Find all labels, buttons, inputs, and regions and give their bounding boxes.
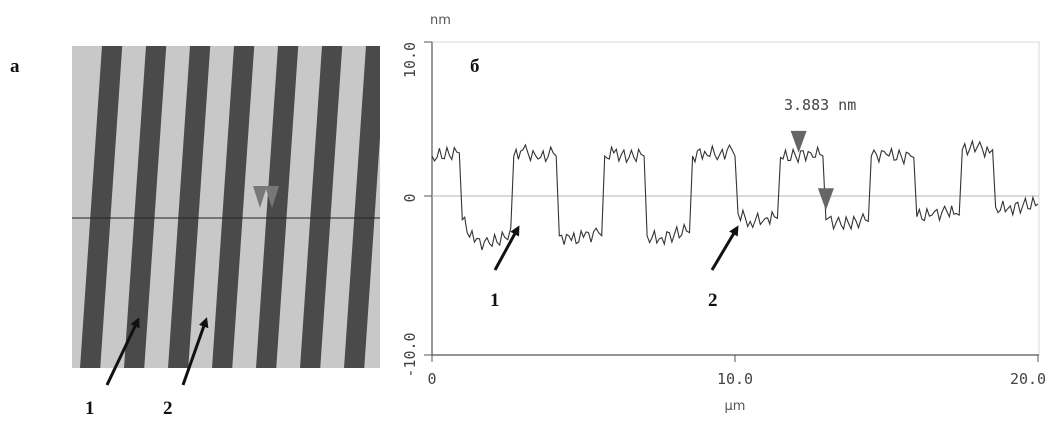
afm-dark-stripe [124, 46, 167, 368]
y-axis-unit: nm [430, 13, 451, 28]
profile-arrow-2-label: 2 [708, 290, 718, 311]
x-tick-label-0: 0 [427, 370, 436, 388]
afm-arrow-2-label: 2 [163, 398, 173, 419]
y-tick-label-10: 10.0 [401, 42, 419, 78]
afm-image [72, 46, 387, 368]
afm-dark-stripe [344, 46, 387, 368]
x-tick-label-10: 10.0 [717, 370, 753, 388]
afm-arrow-2 [181, 317, 209, 386]
x-axis-unit: µm [725, 399, 746, 414]
profile-cursor-marker-1 [790, 130, 807, 153]
afm-arrow-1 [105, 317, 140, 386]
afm-stripes [72, 46, 387, 368]
x-tick-label-20: 20.0 [1010, 370, 1046, 388]
panel-a-label: а [10, 56, 20, 77]
plot-frame [431, 41, 1040, 356]
profile-arrow-1-label: 1 [490, 290, 500, 311]
afm-arrow-1-label: 1 [85, 398, 95, 419]
afm-dark-stripe [80, 46, 123, 368]
afm-dark-stripe [256, 46, 299, 368]
profile-arrow-1 [493, 225, 520, 271]
panel-b-label: б [470, 56, 480, 77]
afm-dark-stripe [212, 46, 255, 368]
height-profile-line [431, 139, 1039, 251]
afm-dark-stripe [168, 46, 211, 368]
y-tick-label-neg10: -10.0 [401, 332, 419, 377]
profile-cursor-marker-2 [817, 188, 834, 211]
afm-cursor-marker [253, 186, 267, 208]
afm-cursor-marker [265, 186, 279, 208]
afm-dark-stripe [300, 46, 343, 368]
y-tick-label-0: 0 [401, 193, 419, 202]
profile-arrow-2 [710, 225, 739, 271]
height-annotation: 3.883 nm [784, 96, 856, 114]
